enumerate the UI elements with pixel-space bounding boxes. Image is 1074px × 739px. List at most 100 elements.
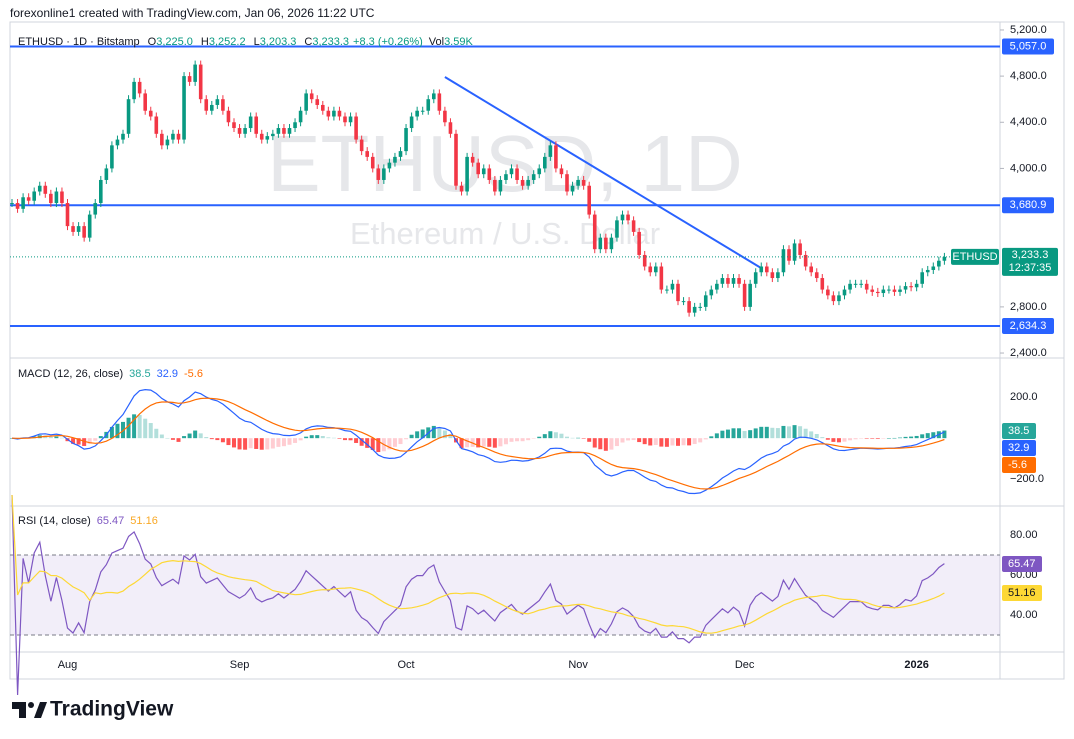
candle [32,191,36,201]
candle [171,133,175,140]
macd-hist [809,431,814,439]
last-label-bg [1002,247,1058,276]
macd-hist [681,438,686,446]
macd-hist [931,432,936,439]
macd-hist [831,438,836,442]
watermark-subtitle: Ethereum / U.S. Dollar [350,216,660,251]
candle [398,151,403,157]
x-tick-label: Sep [230,659,250,671]
candle [376,168,381,180]
candle [221,99,225,111]
macd-hist [226,438,231,446]
macd-hist [365,438,370,448]
candle [787,249,791,261]
volume-key: Vol [429,36,444,48]
change: +8.3 (+0.26%) [353,36,423,48]
y-tick-label: 80.00 [1010,529,1038,541]
ohlc-value: 3,203.3 [260,36,297,48]
macd-hist [725,429,730,439]
macd-hist [614,438,619,447]
macd-hist [409,434,414,439]
candle [493,179,497,192]
macd-name: MACD (12, 26, close) [18,368,123,380]
candle [49,193,53,204]
macd-hist [798,426,803,439]
macd-hist [587,438,592,442]
candle [487,168,492,180]
candle [892,289,897,292]
candle [326,110,331,117]
macd-hist [281,438,286,447]
candle [565,174,569,192]
candle [909,286,913,288]
macd-hist [209,438,214,440]
macd-hist [881,438,886,439]
candle [709,289,714,296]
rsi-value-legend: 65.47 [97,515,125,527]
candle [620,214,625,221]
candle [814,272,819,279]
macd-hist [437,427,442,439]
macd-hist [759,426,764,439]
macd-hist [787,426,791,439]
candle [543,156,547,169]
candle [137,81,142,94]
macd-hist [853,438,858,440]
candle [243,128,247,134]
signal-value: -5.6 [184,368,203,380]
y-tick-label: −200.0 [1010,473,1044,485]
candle [920,272,924,284]
candle [132,81,136,100]
macd-value: 38.5 [1008,425,1029,437]
macd-hist [914,435,919,439]
macd-hist [359,438,364,446]
candle [748,283,752,307]
candle [26,197,31,201]
macd-hist [370,438,375,451]
y-tick-label: 5,200.0 [1010,24,1047,36]
macd-hist [476,438,481,448]
candle [21,197,25,209]
macd-hist [531,438,536,439]
macd-hist [259,438,264,450]
candle [60,191,64,204]
candle [271,133,275,137]
candle [420,110,425,112]
candle [870,289,875,292]
candle [370,156,375,169]
macd-hist [248,438,253,449]
macd-hist [648,438,653,446]
candle [876,291,880,294]
macd-hist [337,438,342,439]
level-label: 5,057.0 [1010,40,1047,52]
candle [54,191,59,204]
macd-hist [465,438,470,448]
signal-line [11,397,945,490]
candle [154,116,159,134]
candle [254,116,258,134]
macd-hist [220,438,225,443]
candle [348,116,353,123]
last-badge: ETHUSD [952,251,997,263]
brand: TradingView [50,698,174,721]
candle [853,283,858,285]
macd-value-bg [1002,440,1036,456]
macd-hist [392,438,397,447]
candle [165,139,170,146]
ohlc-value: 3,225.0 [156,36,193,48]
candle [515,168,519,180]
candle [942,256,947,261]
macd-hist [526,438,531,441]
macd-hist [431,425,436,439]
y-tick-label: 2,400.0 [1010,347,1047,359]
macd-hist [576,437,581,439]
macd-hist [692,438,697,445]
macd-hist [481,438,486,447]
candle [654,266,658,273]
macd-hist [559,433,564,439]
macd-hist [903,436,908,439]
macd-hist [892,437,897,439]
macd-hist [132,414,137,439]
macd-hist [287,438,292,445]
candle [465,156,469,192]
